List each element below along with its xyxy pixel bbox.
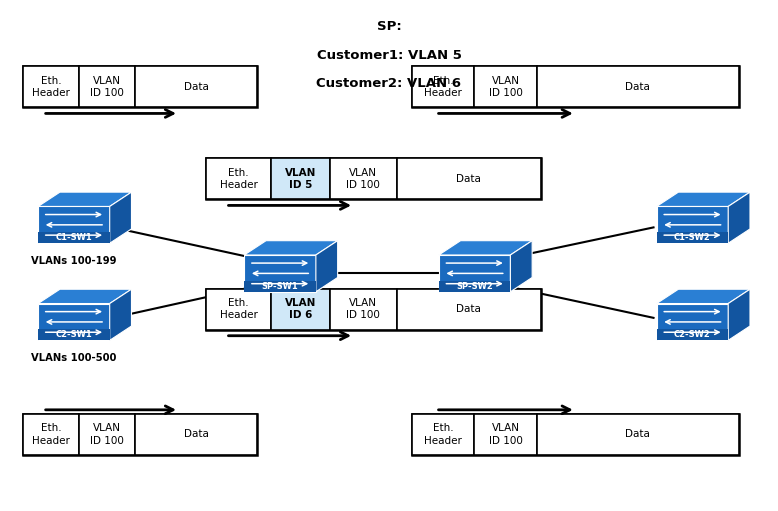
Text: VLAN
ID 100: VLAN ID 100 [346,298,380,320]
Bar [272,158,330,199]
Polygon shape [657,206,728,243]
Polygon shape [657,289,750,304]
Bar [23,414,257,455]
Text: VLANs 100-199: VLANs 100-199 [31,256,117,266]
Bar [330,158,397,199]
Text: Eth.
Header: Eth. Header [425,423,462,446]
Text: VLAN
ID 100: VLAN ID 100 [90,76,124,98]
Text: VLAN
ID 100: VLAN ID 100 [90,423,124,446]
Polygon shape [657,192,750,206]
Bar [330,289,397,330]
Text: Eth.
Header: Eth. Header [220,298,258,320]
Bar [23,66,79,107]
Bar [79,66,135,107]
Polygon shape [728,289,750,340]
Bar [657,329,728,340]
Text: VLAN
ID 100: VLAN ID 100 [346,168,380,190]
Bar [79,414,135,455]
Text: Eth.
Header: Eth. Header [425,76,462,98]
Polygon shape [38,192,131,206]
Text: VLAN
ID 5: VLAN ID 5 [285,168,317,190]
Bar [475,66,537,107]
Bar [397,158,541,199]
Bar [537,66,739,107]
Text: Eth.
Header: Eth. Header [220,168,258,190]
Text: VLAN
ID 100: VLAN ID 100 [489,76,522,98]
Bar [38,232,110,243]
Bar [23,66,257,107]
Bar [272,289,330,330]
Text: Data: Data [457,304,482,314]
Polygon shape [316,241,338,292]
Text: SP-SW2: SP-SW2 [456,282,493,291]
Bar [206,158,272,199]
Bar [537,414,739,455]
Text: VLANs 100-500: VLANs 100-500 [31,353,117,363]
Bar [135,66,257,107]
Bar [206,289,272,330]
Bar [412,66,739,107]
Polygon shape [510,241,532,292]
Text: Data: Data [626,82,650,92]
Polygon shape [439,255,510,292]
Text: Customer2: VLAN 6: Customer2: VLAN 6 [317,77,461,89]
Bar [244,281,316,292]
Polygon shape [110,192,131,243]
Polygon shape [38,206,110,243]
Text: SP-SW1: SP-SW1 [261,282,299,291]
Text: SP:: SP: [377,20,401,33]
Text: C2-SW2: C2-SW2 [674,330,711,339]
Bar [206,158,541,199]
Bar [412,414,475,455]
Text: Data: Data [184,82,209,92]
Text: Customer1: VLAN 5: Customer1: VLAN 5 [317,49,461,61]
Polygon shape [657,304,728,340]
Bar [135,414,257,455]
Polygon shape [244,241,338,255]
Text: Data: Data [184,429,209,439]
Text: Data: Data [626,429,650,439]
Text: Eth.
Header: Eth. Header [33,76,70,98]
Bar [475,414,537,455]
Text: C1-SW1: C1-SW1 [55,233,93,242]
Bar [23,414,79,455]
Polygon shape [38,289,131,304]
Polygon shape [728,192,750,243]
Text: Data: Data [457,174,482,184]
Text: VLAN
ID 100: VLAN ID 100 [489,423,522,446]
Text: C1-SW2: C1-SW2 [674,233,711,242]
Bar [206,289,541,330]
Polygon shape [110,289,131,340]
Bar [657,232,728,243]
Bar [412,66,475,107]
Text: VLAN
ID 6: VLAN ID 6 [285,298,317,320]
Polygon shape [244,255,316,292]
Bar [38,329,110,340]
Bar [412,414,739,455]
Polygon shape [38,304,110,340]
Polygon shape [439,241,532,255]
Text: C2-SW1: C2-SW1 [55,330,93,339]
Bar [397,289,541,330]
Text: Eth.
Header: Eth. Header [33,423,70,446]
Bar [439,281,510,292]
